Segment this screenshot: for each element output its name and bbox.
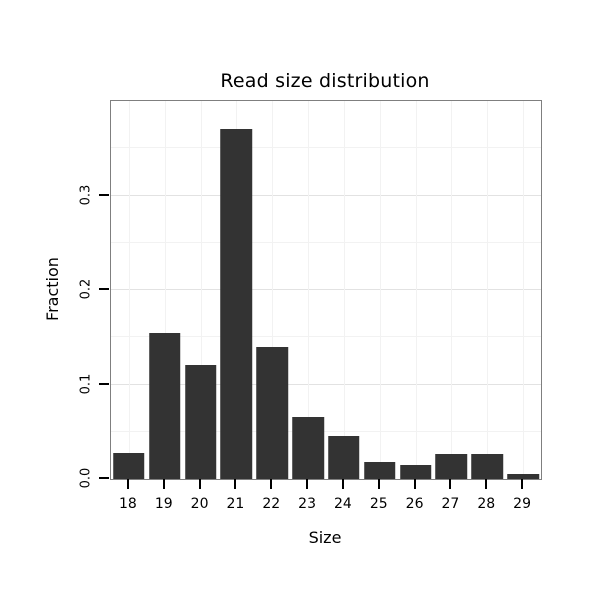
x-tick xyxy=(234,479,237,489)
x-tick xyxy=(198,479,201,489)
gridline-vertical xyxy=(415,101,417,479)
x-tick-label: 21 xyxy=(226,496,245,512)
gridline-vertical xyxy=(164,101,166,479)
y-tick-label: 0.3 xyxy=(78,184,94,205)
x-tick xyxy=(449,479,452,489)
bar-20 xyxy=(184,364,217,479)
x-tick-label: 24 xyxy=(333,496,352,512)
gridline-vertical xyxy=(343,101,345,479)
y-tick-label: 0.0 xyxy=(78,467,94,489)
y-tick-label: 0.1 xyxy=(78,373,94,394)
x-tick xyxy=(485,479,488,489)
x-axis-title: Size xyxy=(308,528,342,547)
y-tick-label: 0.2 xyxy=(78,278,94,300)
x-tick xyxy=(270,479,273,489)
y-axis-ticks xyxy=(98,100,109,479)
gridline-minor xyxy=(111,336,541,338)
bar-29 xyxy=(507,474,539,479)
x-tick xyxy=(377,479,380,489)
gridline-vertical xyxy=(200,101,202,479)
gridline-minor xyxy=(111,147,541,149)
gridline-major xyxy=(111,289,541,290)
plot-panel xyxy=(110,100,542,480)
bar-18 xyxy=(113,452,145,479)
bar-23 xyxy=(292,416,324,479)
gridline-vertical xyxy=(523,101,525,479)
gridline-vertical xyxy=(272,101,274,479)
x-tick-label: 27 xyxy=(441,496,460,512)
bar-24 xyxy=(328,436,360,479)
x-tick xyxy=(341,479,344,489)
x-tick-label: 25 xyxy=(369,496,388,512)
gridline-major xyxy=(111,194,541,196)
y-tick xyxy=(99,382,109,385)
bar-28 xyxy=(471,453,504,479)
x-tick xyxy=(521,479,524,489)
y-axis-tick-labels: 0.0 0.1 0.2 0.3 xyxy=(76,100,96,488)
bar-19 xyxy=(148,332,181,479)
gridline-vertical xyxy=(308,101,310,479)
bar-22 xyxy=(256,346,289,479)
x-tick xyxy=(306,479,309,489)
gridline-vertical xyxy=(487,101,489,479)
x-tick-label: 22 xyxy=(262,496,281,512)
gridline-vertical xyxy=(128,101,130,479)
x-tick-label: 29 xyxy=(513,496,531,512)
y-tick xyxy=(99,193,109,196)
gridline-minor xyxy=(111,241,541,243)
x-tick-label: 23 xyxy=(298,496,316,512)
x-tick-label: 26 xyxy=(405,496,424,512)
chart-title: Read size distribution xyxy=(220,70,430,92)
bar-25 xyxy=(363,462,396,479)
x-tick xyxy=(162,479,165,489)
gridline-vertical xyxy=(379,101,381,479)
gridline-major xyxy=(111,383,541,385)
gridline-minor xyxy=(111,430,541,432)
bar-21 xyxy=(220,129,253,479)
x-tick-label: 20 xyxy=(190,496,209,512)
bar-27 xyxy=(435,453,468,479)
x-tick-label: 28 xyxy=(477,496,496,512)
x-tick-label: 19 xyxy=(154,496,173,512)
x-tick xyxy=(413,479,416,489)
x-tick-label: 18 xyxy=(118,496,137,512)
x-axis-ticks xyxy=(110,479,540,490)
x-tick xyxy=(126,479,129,489)
y-tick xyxy=(99,477,109,479)
bar-26 xyxy=(399,464,432,479)
gridline-vertical xyxy=(451,101,453,479)
y-tick xyxy=(99,288,109,290)
x-axis-tick-labels: 18 19 20 21 22 23 24 25 26 27 28 29 xyxy=(110,496,540,516)
